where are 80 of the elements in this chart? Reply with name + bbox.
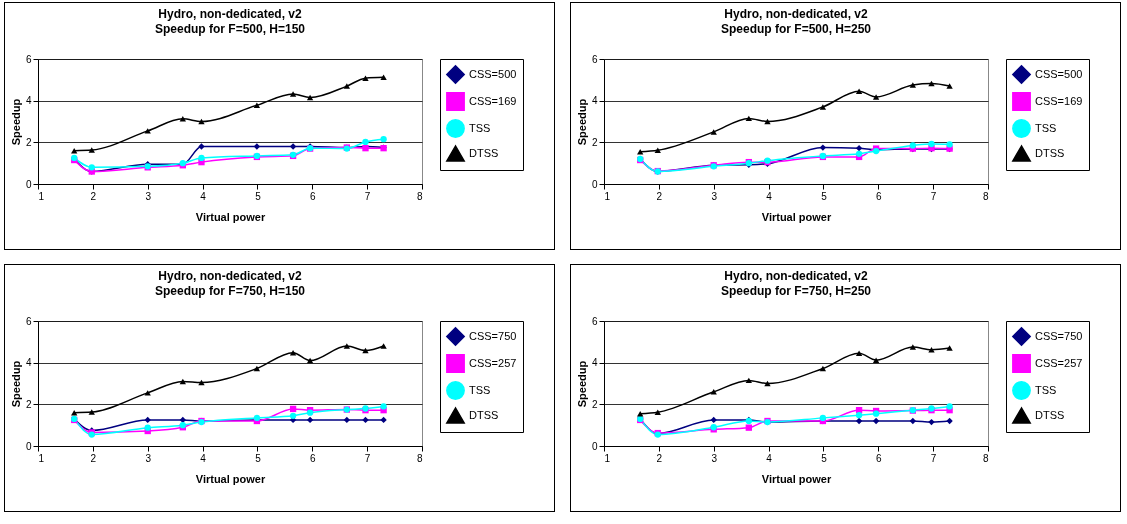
x-tick-label: 7 xyxy=(364,190,371,202)
chart-subtitle: Speedup for F=750, H=250 xyxy=(720,284,872,298)
legend-label: DTSS xyxy=(469,146,499,159)
x-tick-label: 2 xyxy=(656,452,663,464)
y-tick-label: 2 xyxy=(591,398,598,410)
x-tick-label: 8 xyxy=(982,452,989,464)
x-tick-label: 6 xyxy=(876,190,882,202)
chart-title: Hydro, non-dedicated, v2 xyxy=(724,7,868,21)
x-tick-label: 8 xyxy=(416,452,423,464)
legend-label: DTSS xyxy=(1035,146,1065,159)
legend-label: DTSS xyxy=(1035,408,1065,421)
x-tick-label: 1 xyxy=(38,190,45,202)
x-tick-label: 3 xyxy=(145,190,152,202)
x-tick-label: 1 xyxy=(604,452,611,464)
y-tick-label: 4 xyxy=(591,357,598,369)
y-tick-label: 0 xyxy=(25,440,32,452)
y-tick-label: 0 xyxy=(591,440,598,452)
y-axis-title: Speedup xyxy=(575,360,588,408)
legend-label: DTSS xyxy=(469,408,499,421)
x-tick-label: 5 xyxy=(255,190,262,202)
legend-label: TSS xyxy=(1035,383,1057,396)
y-tick-label: 4 xyxy=(25,357,32,369)
x-tick-label: 8 xyxy=(416,190,423,202)
y-tick-label: 2 xyxy=(591,136,598,148)
x-tick-label: 7 xyxy=(930,452,937,464)
legend-label: TSS xyxy=(469,121,491,134)
x-tick-label: 1 xyxy=(38,452,45,464)
x-tick-label: 7 xyxy=(930,190,937,202)
x-tick-label: 3 xyxy=(711,452,718,464)
chart-subtitle: Speedup for F=500, H=150 xyxy=(154,22,306,36)
x-axis-title: Virtual power xyxy=(195,210,266,223)
chart-title: Hydro, non-dedicated, v2 xyxy=(724,269,868,283)
x-tick-label: 4 xyxy=(766,190,773,202)
legend-label: CSS=169 xyxy=(469,94,517,107)
chart-title: Hydro, non-dedicated, v2 xyxy=(158,7,302,21)
y-tick-label: 6 xyxy=(591,315,598,327)
x-tick-label: 4 xyxy=(766,452,773,464)
legend-label: CSS=257 xyxy=(469,356,517,369)
x-tick-label: 7 xyxy=(364,452,371,464)
chart-subtitle: Speedup for F=500, H=250 xyxy=(720,22,872,36)
x-tick-label: 3 xyxy=(145,452,152,464)
chart-title: Hydro, non-dedicated, v2 xyxy=(158,269,302,283)
legend-label: CSS=169 xyxy=(1035,94,1083,107)
x-tick-label: 6 xyxy=(310,452,316,464)
legend-label: CSS=257 xyxy=(1035,356,1083,369)
y-tick-label: 0 xyxy=(591,178,598,190)
legend-label: CSS=500 xyxy=(1035,67,1083,80)
y-tick-label: 2 xyxy=(25,398,32,410)
legend-label: CSS=750 xyxy=(469,329,517,342)
y-tick-label: 0 xyxy=(25,178,32,190)
legend-label: TSS xyxy=(1035,121,1057,134)
x-axis-title: Virtual power xyxy=(195,472,266,485)
x-tick-label: 4 xyxy=(200,190,207,202)
y-tick-label: 6 xyxy=(25,53,32,65)
x-tick-label: 4 xyxy=(200,452,207,464)
legend-label: CSS=500 xyxy=(469,67,517,80)
x-tick-label: 1 xyxy=(604,190,611,202)
x-tick-label: 2 xyxy=(656,190,663,202)
x-tick-label: 8 xyxy=(982,190,989,202)
x-tick-label: 6 xyxy=(310,190,316,202)
x-tick-label: 5 xyxy=(821,452,828,464)
y-axis-title: Speedup xyxy=(9,98,22,146)
x-axis-title: Virtual power xyxy=(761,472,832,485)
x-tick-label: 3 xyxy=(711,190,718,202)
y-tick-label: 6 xyxy=(591,53,598,65)
y-tick-label: 4 xyxy=(25,95,32,107)
x-tick-label: 5 xyxy=(255,452,262,464)
y-tick-label: 2 xyxy=(25,136,32,148)
y-axis-title: Speedup xyxy=(9,360,22,408)
y-tick-label: 4 xyxy=(591,95,598,107)
x-tick-label: 2 xyxy=(90,190,97,202)
legend-label: TSS xyxy=(469,383,491,396)
legend-label: CSS=750 xyxy=(1035,329,1083,342)
x-tick-label: 5 xyxy=(821,190,828,202)
y-axis-title: Speedup xyxy=(575,98,588,146)
x-tick-label: 6 xyxy=(876,452,882,464)
chart-subtitle: Speedup for F=750, H=150 xyxy=(154,284,306,298)
x-axis-title: Virtual power xyxy=(761,210,832,223)
x-tick-label: 2 xyxy=(90,452,97,464)
y-tick-label: 6 xyxy=(25,315,32,327)
